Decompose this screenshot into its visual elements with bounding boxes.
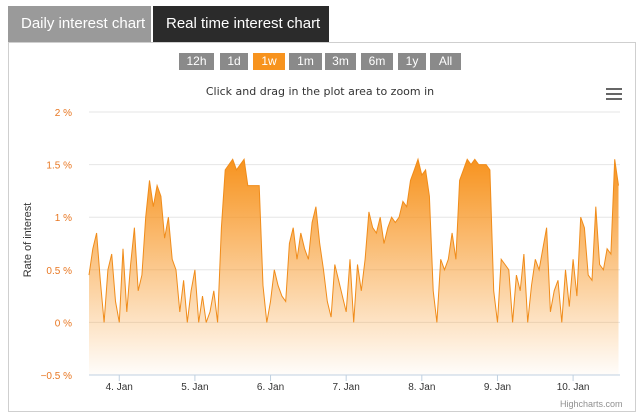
- x-tick-label: 6. Jan: [257, 382, 284, 393]
- x-tick-label: 8. Jan: [408, 382, 435, 393]
- series-area: [89, 159, 619, 375]
- x-tick-label: 7. Jan: [333, 382, 360, 393]
- y-tick-label: −0.5 %: [41, 371, 73, 382]
- y-tick-label: 2 %: [55, 108, 72, 119]
- x-tick-label: 4. Jan: [106, 382, 133, 393]
- tab-daily-interest-chart[interactable]: Daily interest chart: [8, 6, 151, 42]
- range-button-1w[interactable]: 1w: [253, 53, 285, 70]
- range-button-3m[interactable]: 3m: [325, 53, 356, 70]
- range-button-1m[interactable]: 1m: [289, 53, 322, 70]
- range-button-6m[interactable]: 6m: [361, 53, 393, 70]
- x-tick-label: 5. Jan: [181, 382, 208, 393]
- x-tick-label: 10. Jan: [557, 382, 590, 393]
- hamburger-menu-icon[interactable]: [606, 88, 622, 100]
- range-button-12h[interactable]: 12h: [179, 53, 214, 70]
- range-button-all[interactable]: All: [430, 53, 461, 70]
- y-tick-label: 0.5 %: [46, 266, 72, 277]
- y-axis-label: Rate of interest: [22, 202, 34, 278]
- y-axis-tick-labels: 2 % 1.5 % 1 % 0.5 % 0 % −0.5 %: [41, 108, 73, 382]
- credits-link[interactable]: Highcharts.com: [560, 399, 623, 409]
- tab-real-time-interest-chart[interactable]: Real time interest chart: [153, 6, 329, 42]
- series-line: [88, 157, 619, 323]
- x-tick-label: 9. Jan: [484, 382, 511, 393]
- range-button-1y[interactable]: 1y: [398, 53, 426, 70]
- zoom-hint: Click and drag in the plot area to zoom …: [205, 85, 435, 98]
- y-tick-label: 0 %: [55, 318, 72, 329]
- y-tick-label: 1.5 %: [46, 161, 72, 172]
- x-axis: 4. Jan 5. Jan 6. Jan 7. Jan 8. Jan 9. Jan 10. …: [89, 374, 620, 393]
- range-button-1d[interactable]: 1d: [220, 53, 248, 70]
- range-selector: 12h 1d 1w 1m 3m 6m 1y All: [0, 53, 640, 70]
- y-tick-label: 1 %: [55, 213, 72, 224]
